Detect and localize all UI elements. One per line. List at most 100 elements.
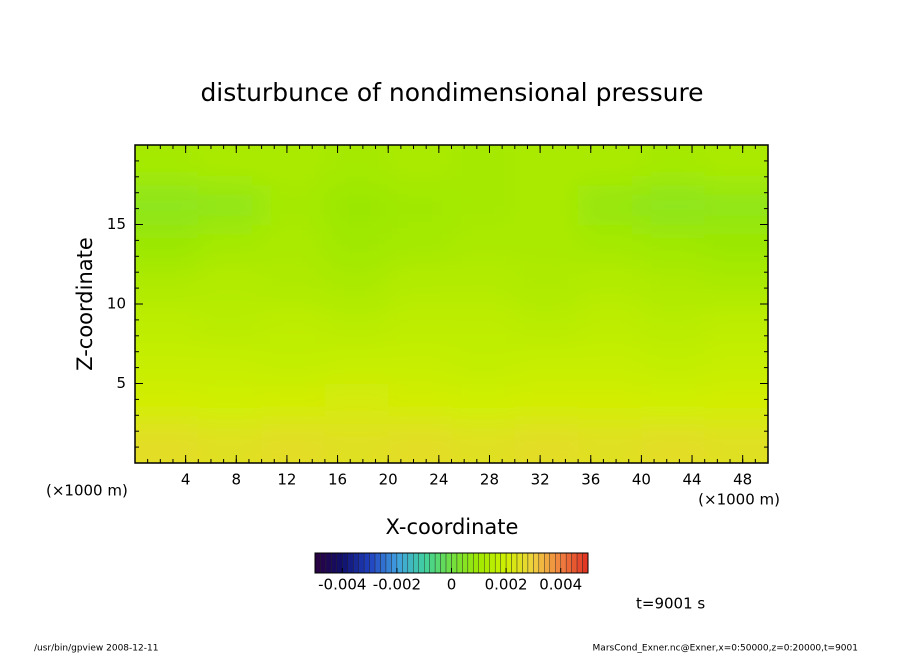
time-label: t=9001 s <box>636 595 705 613</box>
colorbar-stripe <box>363 552 370 574</box>
field-cell <box>641 423 706 463</box>
x-axis-label: X-coordinate <box>386 515 519 539</box>
colorbar-stripe <box>565 552 572 574</box>
colorbar-stripe <box>314 552 321 574</box>
field-cell <box>641 383 706 424</box>
colorbar-stripe <box>467 552 474 574</box>
colorbar-stripe <box>407 552 414 574</box>
field-cell <box>514 383 579 424</box>
x-tick-label: 16 <box>328 471 347 489</box>
colorbar-stripe <box>505 552 512 574</box>
colorbar-stripe <box>555 552 561 574</box>
field-cell <box>388 383 452 424</box>
colorbar-stripe <box>391 552 398 574</box>
field-cell <box>198 304 263 345</box>
field-cell <box>135 145 199 186</box>
field-cell <box>135 224 199 265</box>
colorbar-tick-label: -0.002 <box>373 576 421 594</box>
chart-title: disturbunce of nondimensional pressure <box>200 78 703 107</box>
colorbar-stripe <box>347 552 354 574</box>
x-unit: (×1000 m) <box>698 491 780 509</box>
colorbar-stripe <box>418 552 425 574</box>
colorbar-stripe <box>374 552 381 574</box>
field-cell <box>578 224 642 265</box>
x-tick-label: 8 <box>232 471 242 489</box>
field-cell <box>451 423 516 463</box>
field-cell <box>135 383 199 424</box>
colorbar-stripe <box>489 552 496 574</box>
colorbar-stripe <box>456 552 463 574</box>
field-cell <box>704 264 768 305</box>
field-cell <box>641 343 706 384</box>
field-cell <box>261 145 326 186</box>
field-cell <box>198 383 263 424</box>
x-tick-label: 28 <box>480 471 499 489</box>
y-tick-label: 5 <box>116 374 126 392</box>
field-cell <box>451 264 516 305</box>
field-cell <box>451 184 516 225</box>
field-cell <box>704 423 768 463</box>
colorbar-stripe <box>320 552 327 574</box>
field-cell <box>135 264 199 305</box>
field-cell <box>198 145 263 186</box>
field-cell <box>261 383 326 424</box>
colorbar-stripe <box>325 552 332 574</box>
colorbar-stripe <box>353 552 359 574</box>
colorbar-stripe <box>413 552 419 574</box>
colorbar-stripe <box>538 552 545 574</box>
field-cell <box>324 224 389 265</box>
field-cell <box>135 184 199 225</box>
field-cell <box>704 184 768 225</box>
colorbar-stripe <box>358 552 365 574</box>
field-cell <box>641 145 706 186</box>
field-cell <box>578 264 642 305</box>
colorbar-stripe <box>549 552 556 574</box>
field-cell <box>451 224 516 265</box>
field-cell <box>324 264 389 305</box>
field-cell <box>578 383 642 424</box>
field-cell <box>514 264 579 305</box>
field-cell <box>261 423 326 463</box>
colorbar-stripe <box>494 552 501 574</box>
field-cell <box>261 343 326 384</box>
colorbar-stripe <box>440 552 447 574</box>
field-cell <box>704 145 768 186</box>
colorbar-stripe <box>331 552 338 574</box>
field-cell <box>451 145 516 186</box>
field-cell <box>514 304 579 345</box>
colorbar-stripe <box>511 552 518 574</box>
field-cell <box>324 423 389 463</box>
colorbar-tick-label: -0.004 <box>318 576 366 594</box>
field-cell <box>261 304 326 345</box>
field-cell <box>514 184 579 225</box>
y-tick-label: 10 <box>107 295 126 313</box>
colorbar-stripe <box>451 552 458 574</box>
field-cell <box>388 184 452 225</box>
field-cell <box>388 264 452 305</box>
colorbar-stripe <box>445 552 452 574</box>
x-tick-label: 4 <box>181 471 191 489</box>
field-cell <box>578 184 642 225</box>
colorbar-stripe <box>473 552 479 574</box>
field <box>135 145 768 463</box>
colorbar-stripe <box>336 552 343 574</box>
field-cell <box>135 304 199 345</box>
colorbar-tick-label: 0 <box>447 576 457 594</box>
field-cell <box>704 304 768 345</box>
colorbar-stripe <box>478 552 485 574</box>
field-cell <box>324 383 389 424</box>
colorbar-stripe <box>516 552 523 574</box>
colorbar-stripe <box>571 552 578 574</box>
colorbar-stripe <box>582 552 589 574</box>
field-cell <box>704 224 768 265</box>
colorbar-stripe <box>396 552 403 574</box>
field-cell <box>514 423 579 463</box>
x-tick-label: 20 <box>379 471 398 489</box>
field-cell <box>261 264 326 305</box>
colorbar-stripe <box>522 552 529 574</box>
colorbar-stripe <box>500 552 507 574</box>
colorbar-stripe <box>533 552 540 574</box>
field-cell <box>451 343 516 384</box>
field-cell <box>578 145 642 186</box>
footer-right: MarsCond_Exner.nc@Exner,x=0:50000,z=0:20… <box>593 644 858 654</box>
